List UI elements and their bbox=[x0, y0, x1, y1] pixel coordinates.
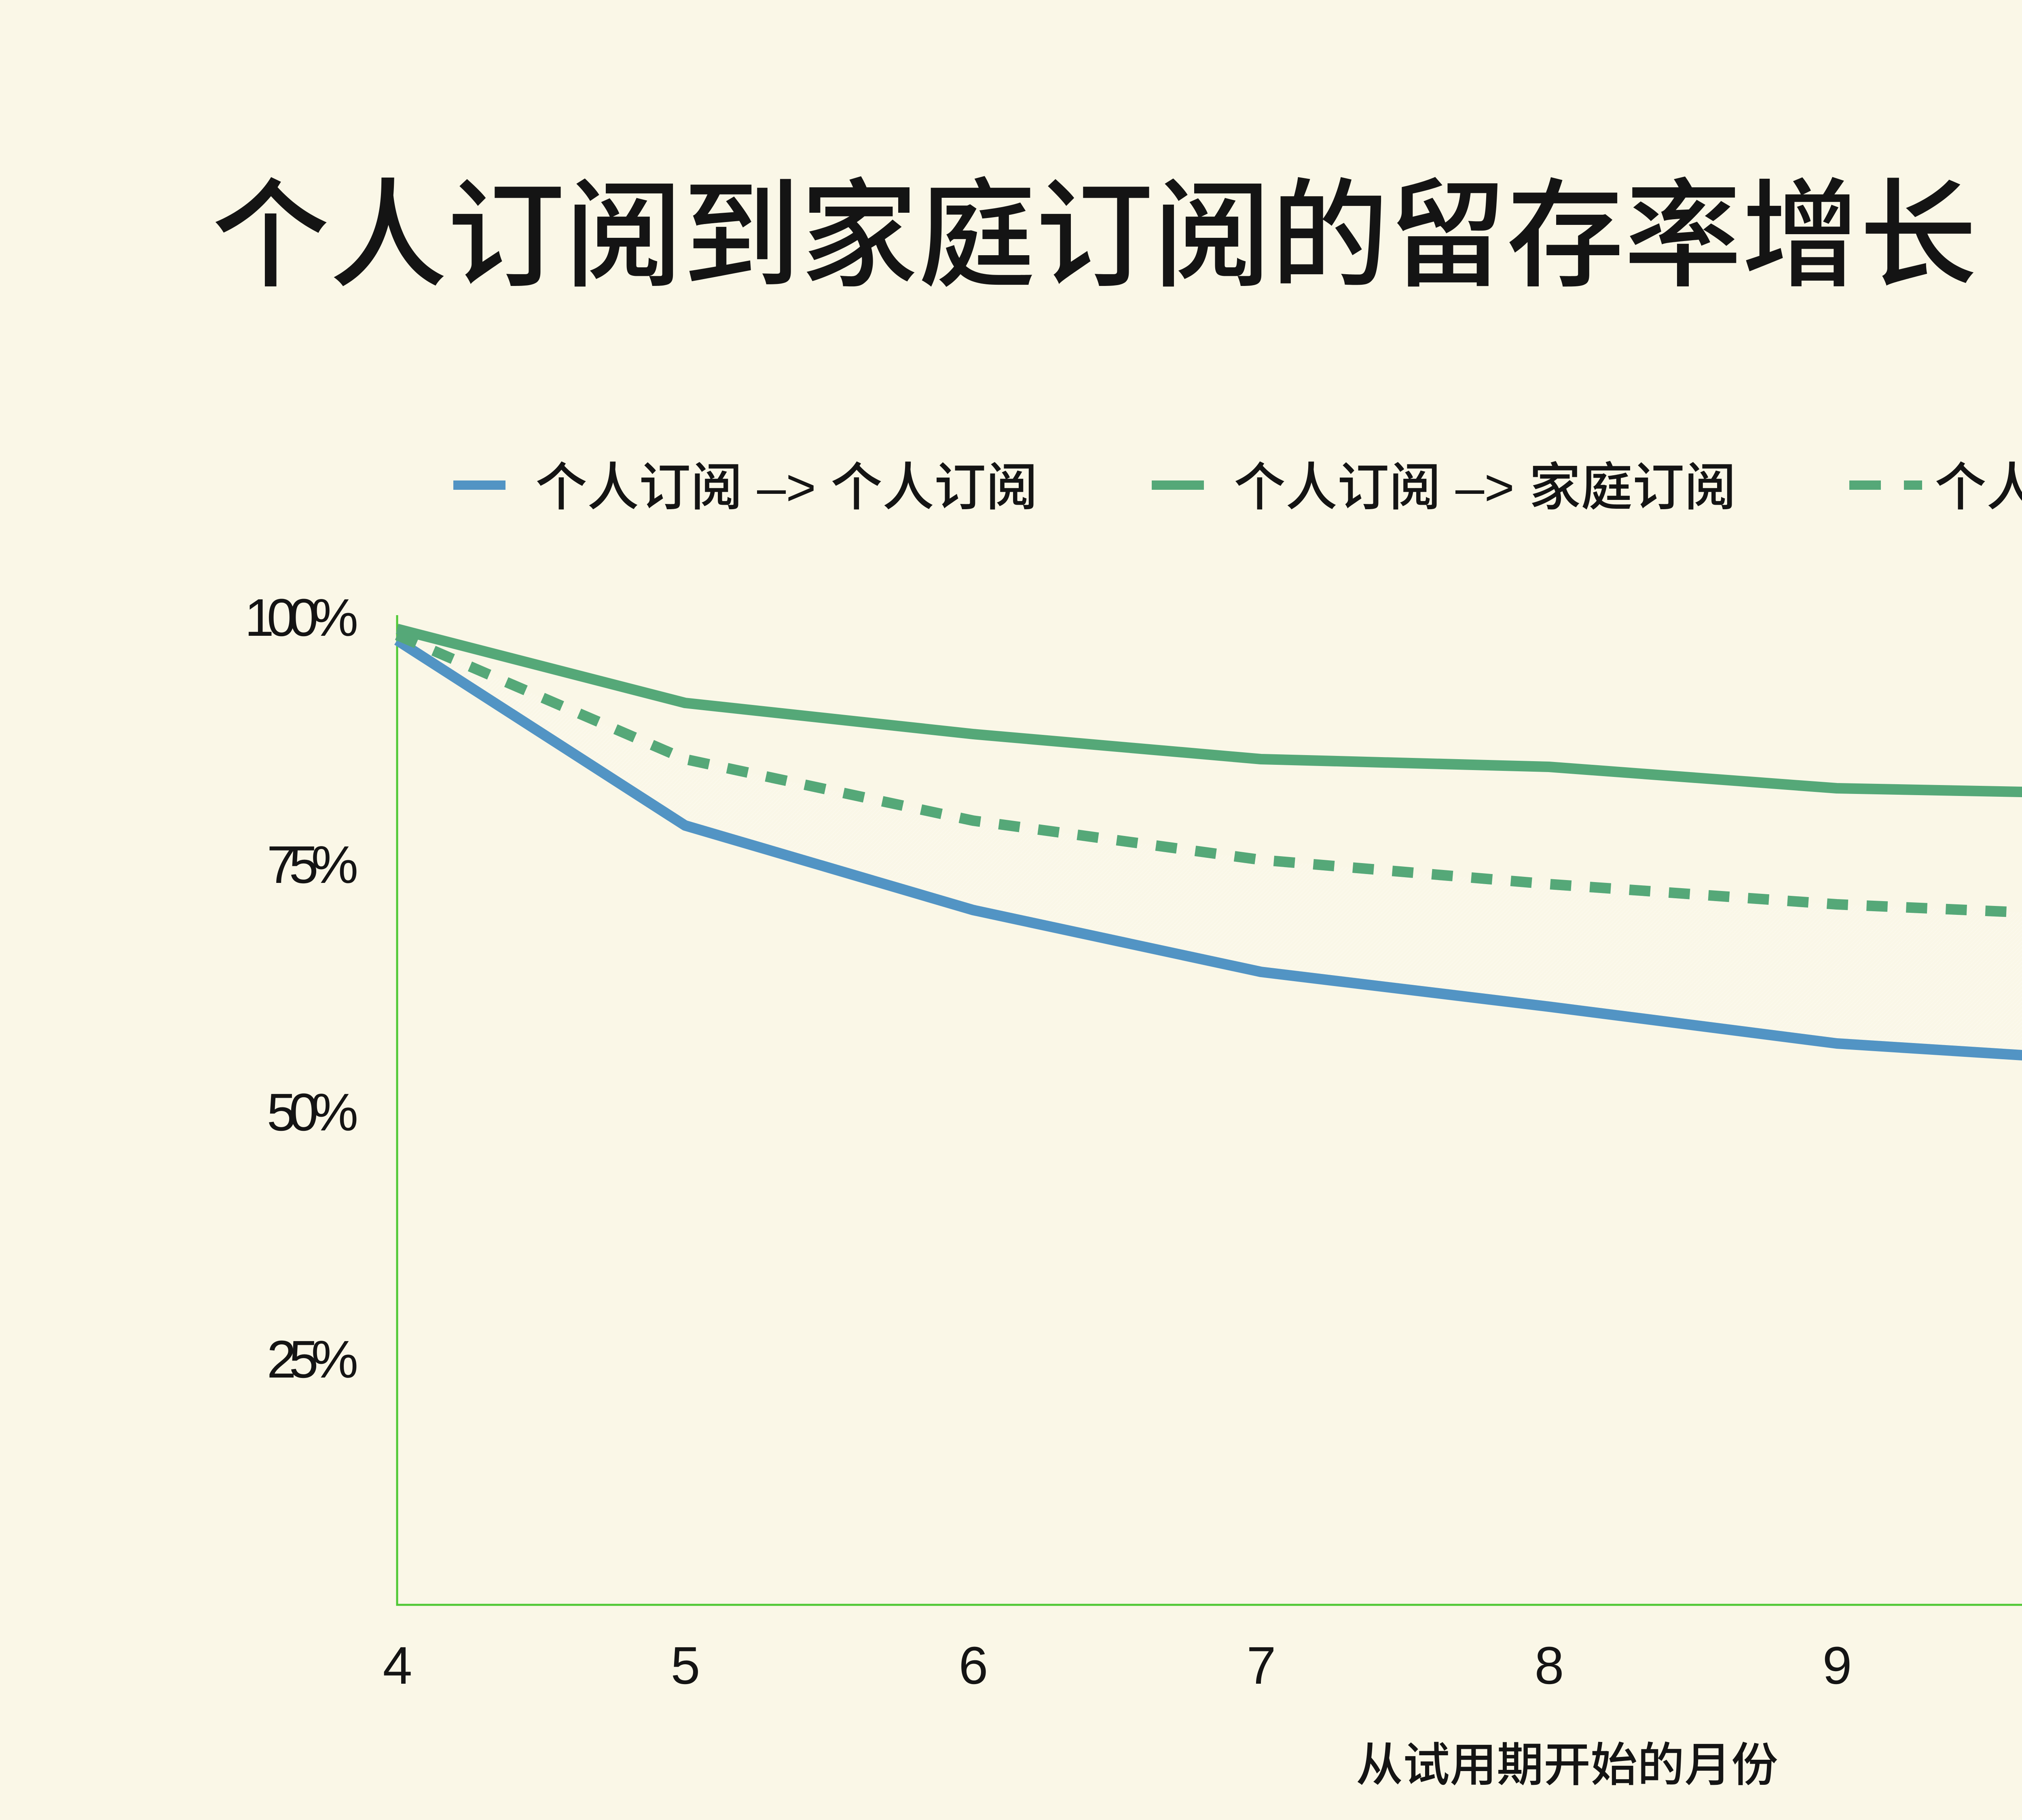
svg-text:7: 7 bbox=[1247, 1636, 1274, 1695]
svg-text:50%: 50% bbox=[267, 1082, 357, 1142]
svg-text:9: 9 bbox=[1823, 1636, 1850, 1695]
svg-text:100%: 100% bbox=[245, 588, 357, 647]
svg-text:–>: –> bbox=[1455, 459, 1514, 516]
svg-text:5: 5 bbox=[671, 1636, 698, 1695]
svg-text:75%: 75% bbox=[267, 835, 357, 894]
svg-text:8: 8 bbox=[1535, 1636, 1562, 1695]
svg-text:–>: –> bbox=[757, 459, 816, 516]
svg-text:25%: 25% bbox=[267, 1329, 357, 1389]
svg-text:6: 6 bbox=[959, 1636, 986, 1695]
svg-text:4: 4 bbox=[383, 1636, 411, 1695]
